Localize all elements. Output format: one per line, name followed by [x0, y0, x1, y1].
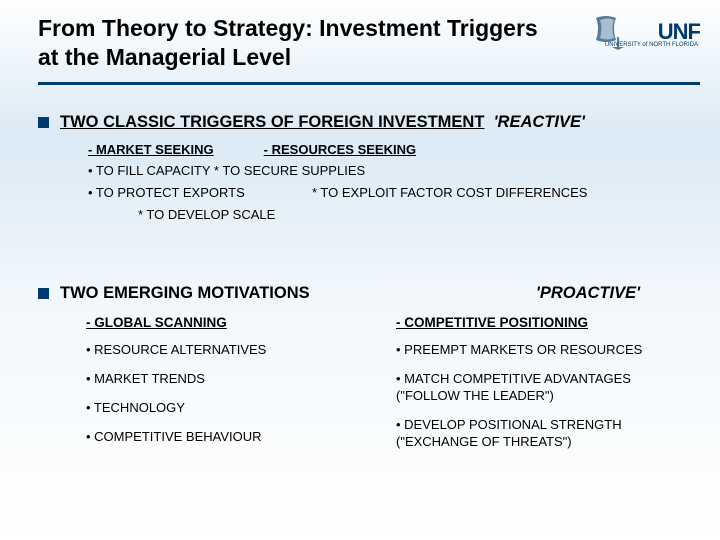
- proactive-tag: 'PROACTIVE': [536, 284, 640, 303]
- reactive-tag: 'REACTIVE': [494, 113, 585, 131]
- section2-heading: TWO EMERGING MOTIVATIONS: [60, 284, 310, 303]
- list-item: • DEVELOP POSITIONAL STRENGTH ("EXCHANGE…: [396, 417, 696, 451]
- slide-title: From Theory to Strategy: Investment Trig…: [38, 14, 538, 72]
- section2-columns: - GLOBAL SCANNING • RESOURCE ALTERNATIVE…: [40, 303, 696, 462]
- section-proactive: TWO EMERGING MOTIVATIONS 'PROACTIVE' - G…: [40, 284, 696, 462]
- list-item: • COMPETITIVE BEHAVIOUR: [86, 429, 336, 446]
- unf-logo: UNF UNIVERSITY of NORTH FLORIDA: [594, 14, 700, 50]
- slide-header: From Theory to Strategy: Investment Trig…: [0, 0, 720, 82]
- list-item: • PREEMPT MARKETS OR RESOURCES: [396, 342, 696, 359]
- section1-heading: TWO CLASSIC TRIGGERS OF FOREIGN INVESTME…: [40, 113, 696, 132]
- section1-body: - MARKET SEEKING - RESOURCES SEEKING • T…: [40, 132, 696, 225]
- section1-line1: • TO FILL CAPACITY * TO SECURE SUPPLIES: [88, 162, 696, 180]
- section1-line3: * TO DEVELOP SCALE: [88, 206, 696, 224]
- bullet-square-icon: [38, 117, 49, 128]
- section1-line2a: • TO PROTECT EXPORTS: [88, 185, 245, 200]
- bullet-square-icon: [38, 288, 49, 299]
- global-scanning-head: - GLOBAL SCANNING: [86, 315, 336, 330]
- list-item: • TECHNOLOGY: [86, 400, 336, 417]
- competitive-positioning-head: - COMPETITIVE POSITIONING: [396, 315, 696, 330]
- section2-heading-row: TWO EMERGING MOTIVATIONS 'PROACTIVE': [40, 284, 696, 303]
- slide-content: TWO CLASSIC TRIGGERS OF FOREIGN INVESTME…: [0, 85, 720, 463]
- global-scanning-column: - GLOBAL SCANNING • RESOURCE ALTERNATIVE…: [86, 315, 336, 462]
- section-reactive: TWO CLASSIC TRIGGERS OF FOREIGN INVESTME…: [40, 113, 696, 225]
- section1-subheads: - MARKET SEEKING - RESOURCES SEEKING: [88, 142, 696, 157]
- list-item: • RESOURCE ALTERNATIVES: [86, 342, 336, 359]
- list-item: • MATCH COMPETITIVE ADVANTAGES ("FOLLOW …: [396, 371, 696, 405]
- section1-heading-text: TWO CLASSIC TRIGGERS OF FOREIGN INVESTME…: [60, 113, 484, 131]
- competitive-positioning-column: - COMPETITIVE POSITIONING • PREEMPT MARK…: [396, 315, 696, 462]
- market-seeking-head: - MARKET SEEKING: [88, 142, 214, 157]
- list-item: • MARKET TRENDS: [86, 371, 336, 388]
- logo-subtitle: UNIVERSITY of NORTH FLORIDA: [605, 42, 698, 48]
- section1-line2: • TO PROTECT EXPORTS * TO EXPLOIT FACTOR…: [88, 184, 696, 202]
- section1-line2b: * TO EXPLOIT FACTOR COST DIFFERENCES: [312, 185, 587, 200]
- resources-seeking-head: - RESOURCES SEEKING: [264, 142, 416, 157]
